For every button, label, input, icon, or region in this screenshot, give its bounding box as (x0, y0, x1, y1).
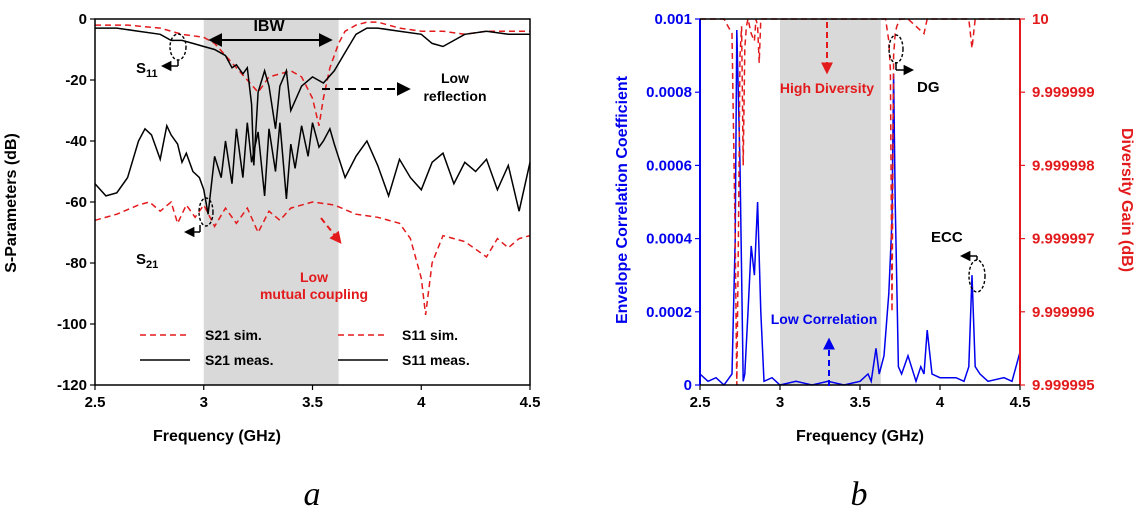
a-legend-label-0: S21 sim. (205, 327, 262, 343)
b-dg-label: DG (917, 79, 940, 96)
b-y-tick-label: 0.0008 (646, 84, 692, 101)
a-panel-label: a (304, 476, 321, 513)
a-y-tick-label: -60 (65, 194, 87, 211)
a-legend: S21 sim. S11 sim. S21 meas. S11 meas. (140, 327, 470, 368)
a-x-tick-label: 3.5 (302, 394, 323, 411)
b-shaded-band (780, 19, 881, 385)
a-x-tick-label: 3 (200, 394, 208, 411)
b-y-tick-label: 0.0002 (646, 304, 692, 321)
b-y2-tick-label: 9.999996 (1032, 304, 1095, 321)
b-series-line-0 (699, 29, 1021, 387)
b-x-tick-label: 3 (776, 394, 784, 411)
b-x-tick-label: 2.5 (690, 394, 711, 411)
b-y-tick-label: 0.0006 (646, 157, 692, 174)
b-y2-tick-label: 9.999998 (1032, 157, 1095, 174)
a-y-tick-label: -40 (65, 133, 87, 150)
b-x-tick-label: 4 (936, 394, 945, 411)
a-low-reflection-label-2: reflection (423, 88, 486, 104)
b-x-tick-label: 4.5 (1010, 394, 1031, 411)
a-s11-label-main: S (136, 60, 146, 77)
b-dg-ellipse (888, 34, 904, 64)
a-series-line-1 (95, 27, 530, 166)
a-x-tick-label: 4 (417, 394, 426, 411)
a-x-tick-label: 4.5 (520, 394, 541, 411)
a-y-axis-title: S-Parameters (dB) (3, 133, 20, 273)
a-s11-label-sub: 11 (146, 68, 158, 80)
a-s21-label-main: S (136, 251, 146, 268)
a-x-axis-title: Frequency (GHz) (153, 428, 281, 445)
b-y2-tick-label: 9.999995 (1032, 377, 1095, 394)
panel-b: 2.5 3 3.5 4 4.5 0 0.0002 0.0004 0.0006 0.0008 0.00… (614, 11, 1135, 513)
a-y-tick-label: -120 (57, 377, 87, 394)
a-y-tick-label: 0 (79, 11, 87, 28)
a-legend-label-3: S11 meas. (402, 352, 470, 368)
b-y-tick-label: 0.0004 (646, 231, 693, 248)
a-low-coupling-arrow (320, 217, 342, 244)
a-s11-ellipse (169, 33, 187, 61)
b-y2-tick-label: 9.999997 (1032, 231, 1095, 248)
a-s21-label: S21 (136, 251, 158, 271)
panel-a: 2.5 3 3.5 4 4.5 0 -20 -40 -60 -80 -100 -120 Frequen… (3, 11, 540, 513)
a-low-reflection-label-1: Low (441, 70, 469, 86)
a-low-coupling-label-1: Low (300, 269, 328, 285)
b-low-correlation-label: Low Correlation (771, 311, 878, 327)
a-s21-label-sub: 21 (146, 259, 158, 271)
a-legend-label-1: S11 sim. (402, 327, 458, 343)
a-s21-ellipse (198, 197, 214, 227)
b-y2-tick-label: 9.999999 (1032, 84, 1095, 101)
a-ibw-label: IBW (253, 18, 285, 35)
b-y-tick-label: 0 (684, 377, 692, 394)
b-y2-axis-title: Diversity Gain (dB) (1118, 128, 1135, 272)
a-ibw-shaded-band (203, 19, 339, 385)
a-series-line-2 (94, 200, 531, 315)
a-y-tick-label: -80 (65, 255, 87, 272)
a-y-tick-label: -100 (57, 316, 87, 333)
b-panel-label: b (851, 476, 868, 513)
b-y2-tick-label: 10 (1032, 11, 1049, 28)
a-s11-label: S11 (136, 60, 158, 80)
a-y-tick-label: -20 (65, 72, 87, 89)
a-series-line-3 (94, 122, 531, 215)
b-x-tick-label: 3.5 (850, 394, 871, 411)
a-low-coupling-label-2: mutual coupling (260, 286, 368, 302)
b-y-tick-label: 0.001 (654, 11, 692, 28)
b-x-axis-title: Frequency (GHz) (796, 428, 924, 445)
a-legend-label-2: S21 meas. (205, 352, 274, 368)
b-y-axis-title: Envelope Correlation Coefficient (614, 75, 631, 324)
b-ecc-label: ECC (931, 229, 963, 246)
b-high-diversity-label: High Diversity (780, 80, 874, 96)
a-x-tick-label: 2.5 (85, 394, 106, 411)
